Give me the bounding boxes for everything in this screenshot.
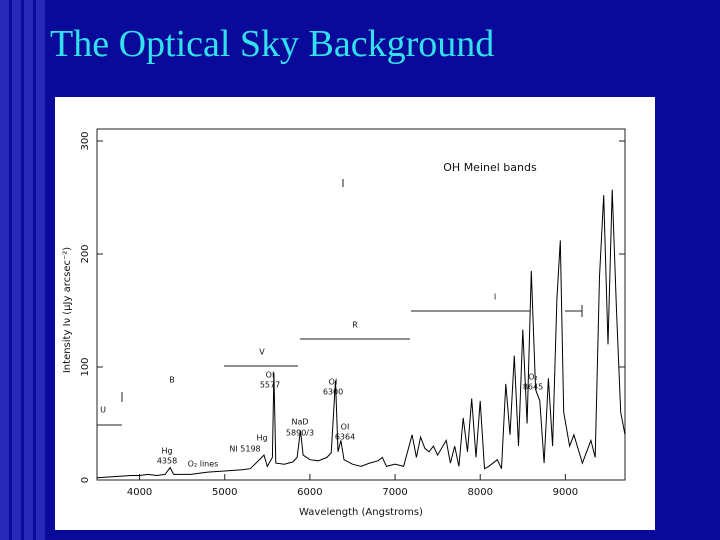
y-tick-label: 200 xyxy=(80,244,91,263)
annotation: OH Meinel bands xyxy=(443,161,537,174)
slide-title: The Optical Sky Background xyxy=(50,23,495,65)
annotation: 8645 xyxy=(523,383,543,392)
annotation: B xyxy=(169,376,175,385)
annotation: Hg xyxy=(161,447,172,456)
x-tick-label: 4000 xyxy=(127,487,152,498)
y-axis-label: Intensity Iν (μJy arcsec⁻²) xyxy=(62,247,73,373)
annotation: 5577 xyxy=(260,381,280,390)
x-tick-label: 9000 xyxy=(553,487,578,498)
spectrum-line xyxy=(96,189,626,479)
x-tick-label: 8000 xyxy=(467,487,492,498)
y-tick-label: 300 xyxy=(80,131,91,150)
annotation: 6364 xyxy=(335,433,355,442)
x-tick-label: 6000 xyxy=(297,487,322,498)
annotation: NI 5198 xyxy=(229,445,260,454)
annotation: O₂ lines xyxy=(188,460,219,469)
annotation: V xyxy=(259,348,265,357)
annotation: Hg xyxy=(256,434,267,443)
annotation: I xyxy=(494,293,496,302)
annotation: 6300 xyxy=(323,388,343,397)
x-axis-label: Wavelength (Angstroms) xyxy=(299,507,423,518)
annotation: OI xyxy=(329,378,338,387)
annotation: U xyxy=(100,406,106,415)
decor-strip xyxy=(0,0,48,540)
annotation: R xyxy=(352,321,358,330)
annotation: OI xyxy=(341,423,350,432)
x-tick-label: 5000 xyxy=(212,487,237,498)
y-tick-label: 100 xyxy=(80,357,91,376)
chart: Wavelength (Angstroms) Intensity Iν (μJy… xyxy=(55,97,655,530)
annotation: 4358 xyxy=(157,457,177,466)
annotation: OI xyxy=(266,371,275,380)
plot-frame xyxy=(96,128,626,481)
annotation: 5890/3 xyxy=(286,429,314,438)
x-tick-label: 7000 xyxy=(382,487,407,498)
annotation: O₂ xyxy=(528,373,538,382)
y-tick-label: 0 xyxy=(80,477,91,483)
annotation: NaD xyxy=(291,418,308,427)
